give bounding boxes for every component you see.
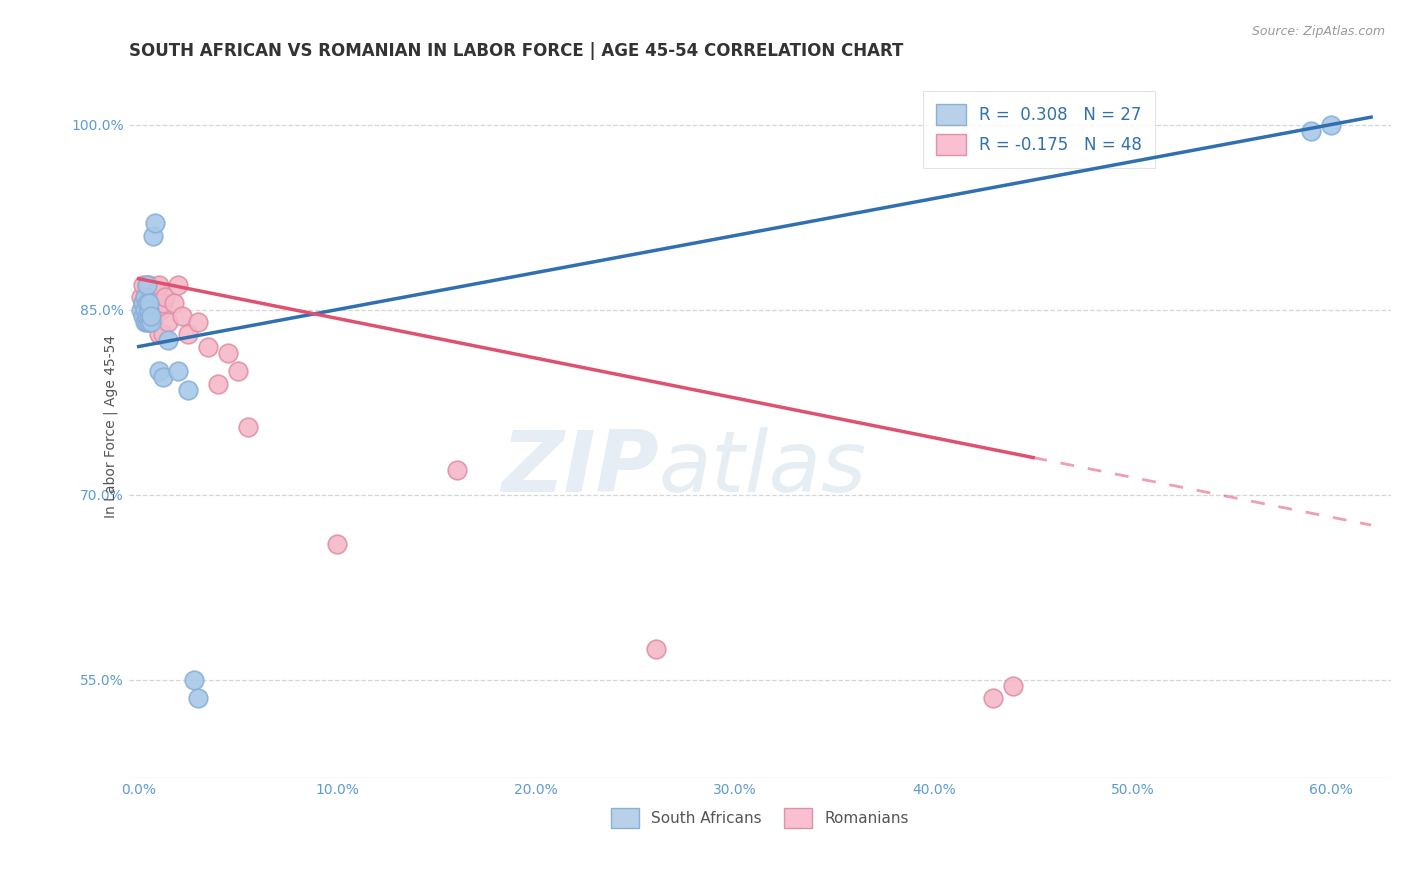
Point: [142, 315, 165, 329]
Point: [138, 309, 160, 323]
Point: [157, 315, 180, 329]
Point: [207, 376, 229, 391]
Point: [187, 691, 209, 706]
Point: [143, 296, 166, 310]
Point: [644, 641, 666, 656]
Point: [135, 315, 157, 329]
Text: ZIP: ZIP: [502, 427, 659, 510]
Point: [1002, 679, 1025, 693]
Point: [236, 419, 259, 434]
Point: [135, 309, 157, 323]
Point: [177, 383, 200, 397]
Point: [167, 277, 190, 292]
Point: [163, 296, 186, 310]
Point: [129, 290, 152, 304]
Point: [139, 315, 162, 329]
Point: [131, 296, 153, 310]
Text: atlas: atlas: [659, 427, 868, 510]
Point: [135, 277, 157, 292]
Point: [135, 296, 157, 310]
Point: [152, 327, 174, 342]
Point: [148, 364, 170, 378]
Point: [135, 290, 157, 304]
Point: [139, 315, 162, 329]
Point: [138, 296, 160, 310]
Point: [134, 302, 156, 317]
Point: [139, 309, 162, 323]
Point: [134, 302, 156, 317]
Text: SOUTH AFRICAN VS ROMANIAN IN LABOR FORCE | AGE 45-54 CORRELATION CHART: SOUTH AFRICAN VS ROMANIAN IN LABOR FORCE…: [129, 42, 903, 60]
Point: [142, 228, 165, 243]
Point: [183, 673, 205, 687]
Point: [177, 327, 200, 342]
Point: [131, 296, 153, 310]
Point: [135, 296, 157, 310]
Point: [1301, 124, 1323, 138]
Point: [131, 309, 153, 323]
Point: [138, 315, 160, 329]
Point: [226, 364, 249, 378]
Point: [134, 315, 156, 329]
Point: [138, 290, 160, 304]
Y-axis label: In Labor Force | Age 45-54: In Labor Force | Age 45-54: [103, 335, 118, 518]
Point: [167, 364, 190, 378]
Point: [143, 290, 166, 304]
Point: [446, 463, 468, 477]
Point: [152, 370, 174, 384]
Point: [326, 537, 349, 551]
Point: [143, 216, 166, 230]
Point: [138, 302, 160, 317]
Point: [134, 296, 156, 310]
Point: [148, 277, 170, 292]
Point: [139, 302, 162, 317]
Point: [138, 277, 160, 292]
Point: [135, 277, 157, 292]
Point: [134, 290, 156, 304]
Text: Source: ZipAtlas.com: Source: ZipAtlas.com: [1251, 25, 1385, 38]
Point: [138, 309, 160, 323]
Point: [129, 302, 152, 317]
Point: [217, 345, 239, 359]
Point: [135, 309, 157, 323]
Point: [139, 290, 162, 304]
Point: [172, 309, 194, 323]
Point: [138, 302, 160, 317]
Point: [197, 340, 219, 354]
Point: [157, 334, 180, 348]
Point: [983, 691, 1005, 706]
Point: [134, 302, 156, 317]
Point: [148, 327, 170, 342]
Point: [153, 290, 176, 304]
Point: [138, 315, 160, 329]
Point: [131, 277, 153, 292]
Point: [134, 290, 156, 304]
Point: [145, 284, 167, 298]
Point: [152, 296, 174, 310]
Point: [149, 302, 172, 317]
Point: [135, 302, 157, 317]
Point: [1320, 118, 1343, 132]
Legend: South Africans, Romanians: South Africans, Romanians: [605, 802, 915, 834]
Point: [138, 296, 160, 310]
Point: [187, 315, 209, 329]
Point: [142, 302, 165, 317]
